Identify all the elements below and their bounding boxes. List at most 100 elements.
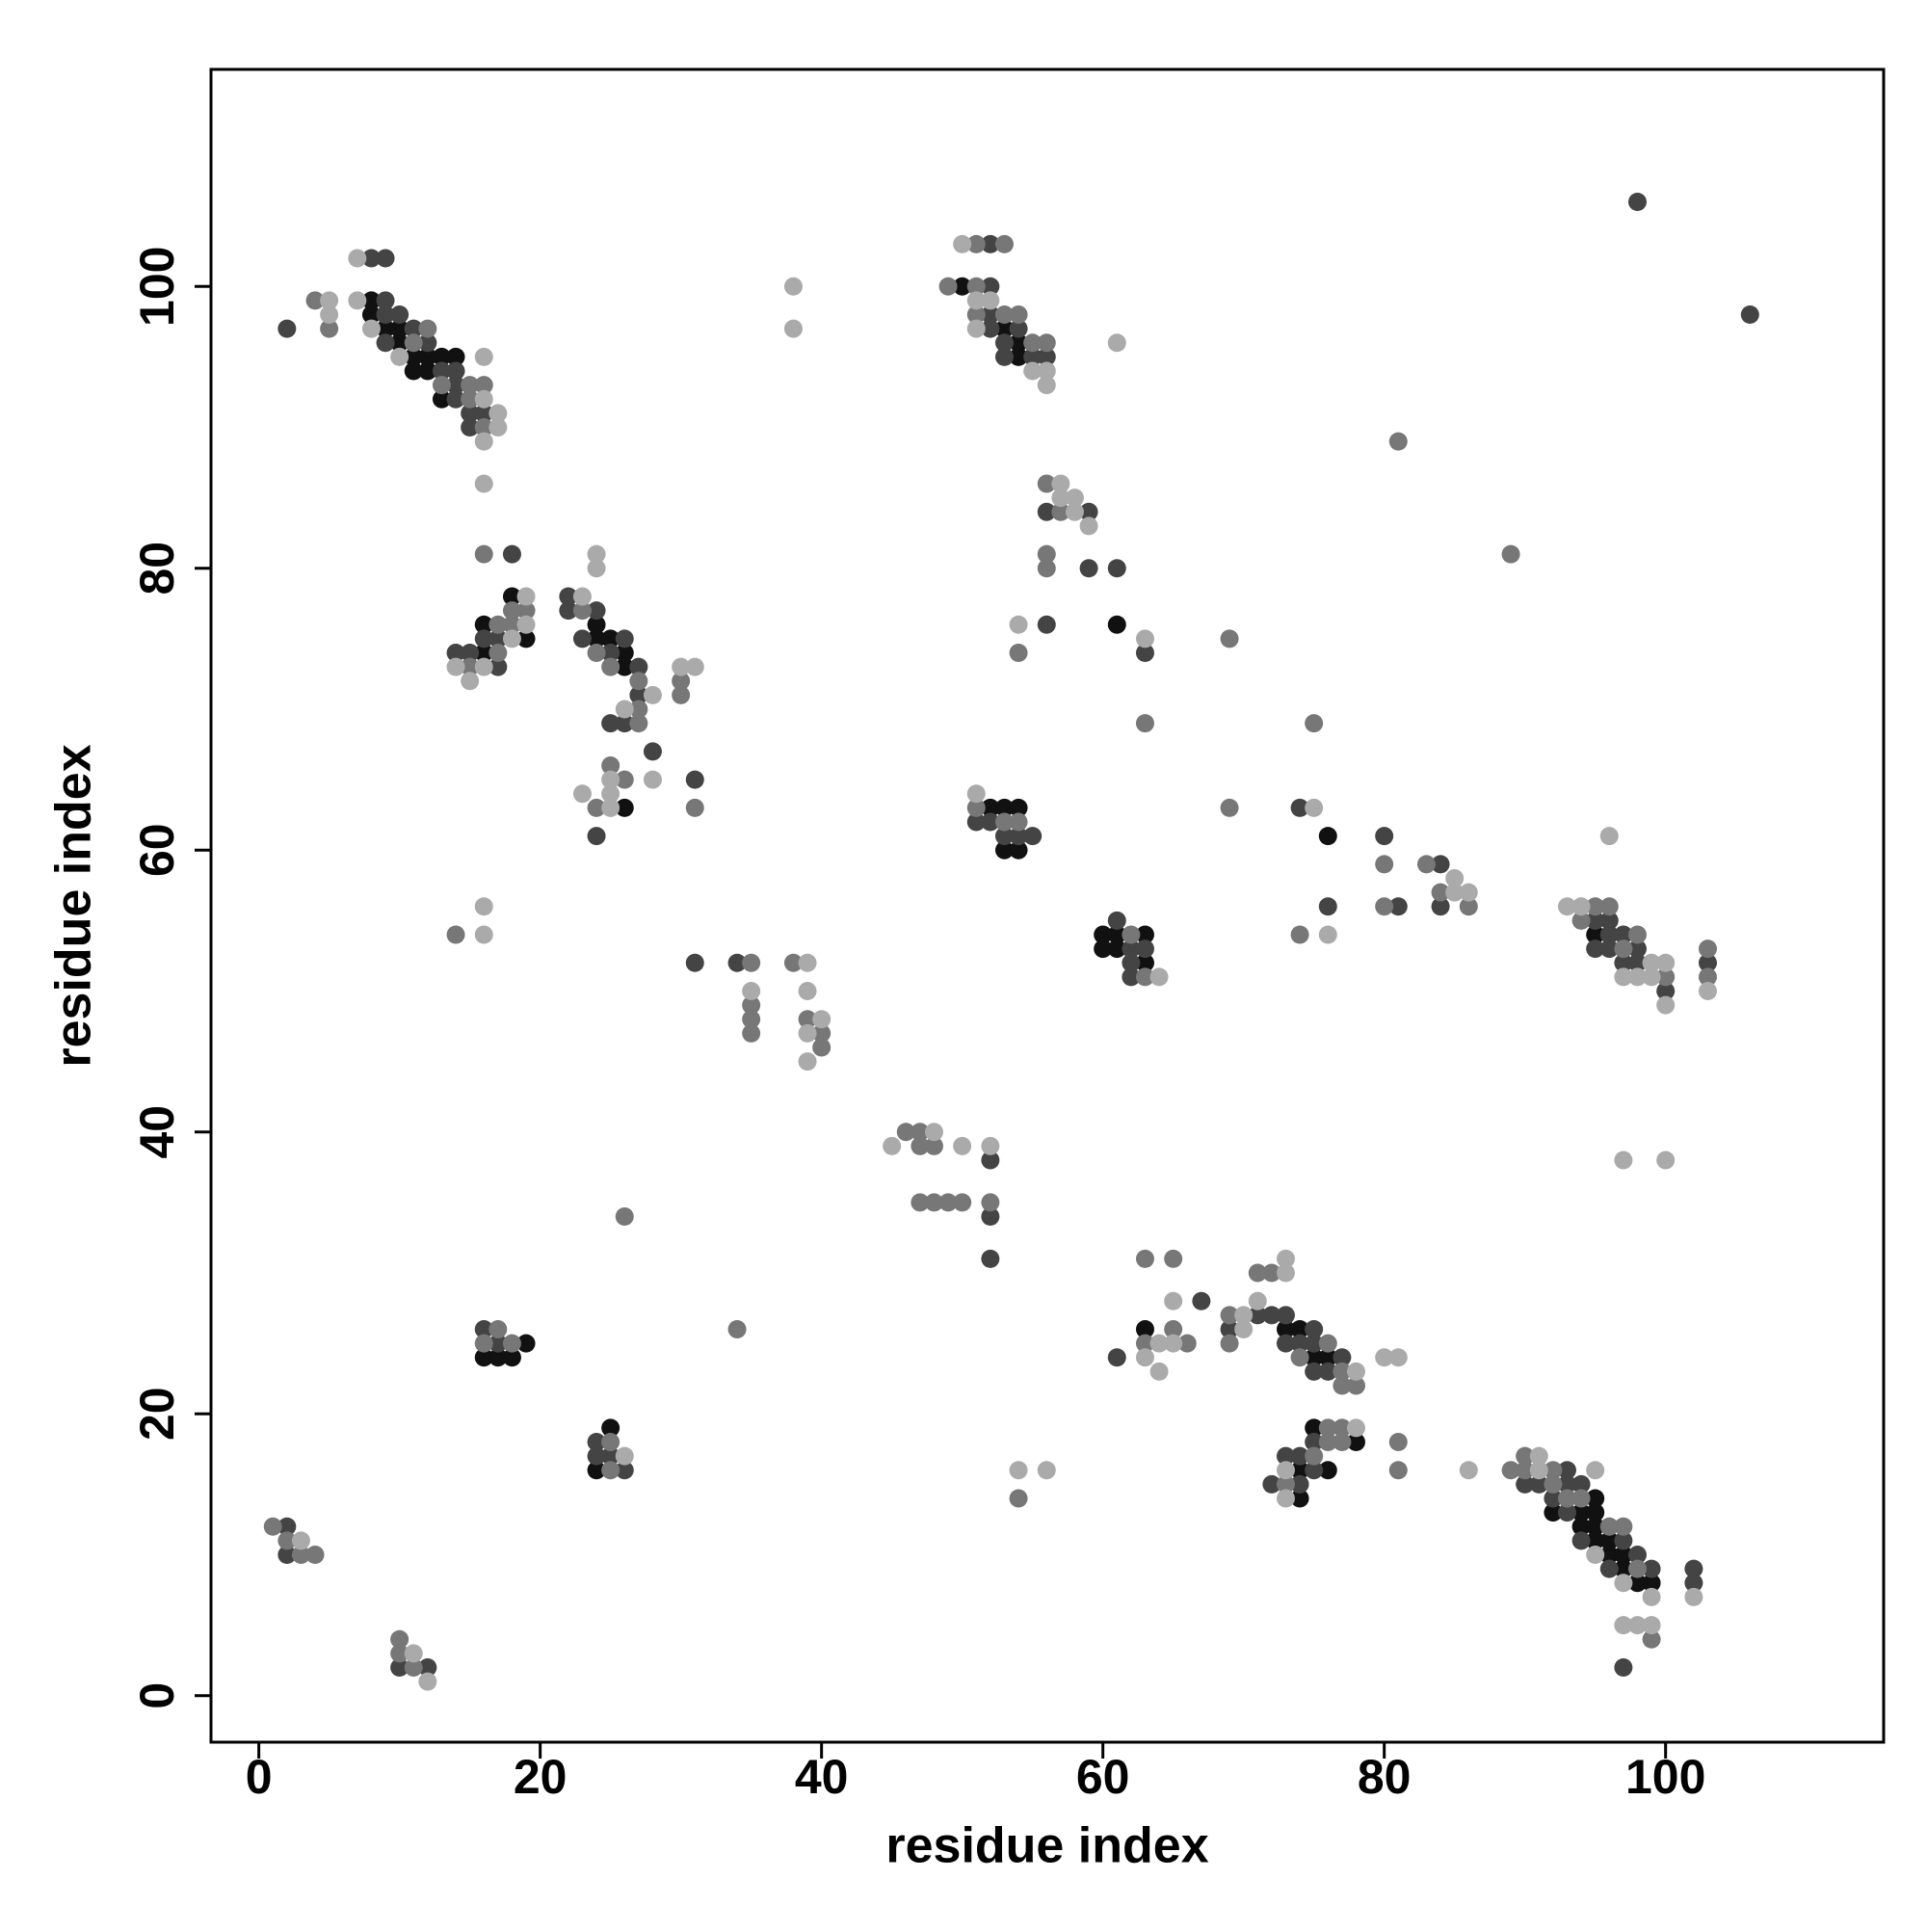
point	[966, 798, 986, 817]
point	[1388, 1461, 1408, 1480]
point	[376, 291, 395, 310]
point	[1599, 1517, 1619, 1536]
point	[1627, 925, 1647, 944]
point	[488, 615, 508, 634]
point	[474, 629, 493, 648]
point	[1290, 1334, 1309, 1353]
point	[559, 601, 578, 621]
point	[601, 1418, 620, 1438]
point	[1009, 1461, 1028, 1480]
point	[1009, 827, 1028, 846]
point	[1037, 361, 1056, 381]
point	[1684, 1574, 1703, 1593]
point	[461, 404, 480, 423]
point	[1149, 1362, 1169, 1381]
point	[432, 361, 451, 381]
point	[1571, 1489, 1591, 1508]
point	[502, 544, 521, 564]
point	[1122, 925, 1141, 944]
point	[1656, 953, 1676, 972]
point	[1164, 1249, 1183, 1268]
point	[601, 755, 620, 775]
point	[685, 798, 704, 817]
point	[1164, 1319, 1183, 1338]
point	[1614, 967, 1633, 987]
point	[727, 953, 747, 972]
point	[1614, 1517, 1633, 1536]
point	[1009, 615, 1028, 634]
point	[615, 700, 634, 719]
point	[1599, 940, 1619, 959]
point	[1656, 967, 1676, 987]
point	[1135, 940, 1154, 959]
point	[1333, 1348, 1352, 1367]
point	[812, 1023, 832, 1043]
point	[559, 587, 578, 606]
point	[1375, 855, 1394, 874]
point	[1009, 1489, 1028, 1508]
point	[1135, 1348, 1154, 1367]
point	[1009, 643, 1028, 662]
point	[1684, 1587, 1703, 1606]
point	[1318, 1362, 1337, 1381]
point	[1599, 911, 1619, 930]
point	[783, 277, 803, 296]
y-tick-label: 40	[130, 1105, 184, 1159]
point	[1333, 1376, 1352, 1395]
point	[1388, 1432, 1408, 1451]
point	[1051, 474, 1070, 493]
point	[418, 333, 437, 353]
point	[516, 601, 536, 621]
point	[643, 685, 662, 704]
point	[1627, 1545, 1647, 1564]
point	[1107, 615, 1126, 634]
point	[1262, 1306, 1281, 1325]
point	[1164, 1334, 1183, 1353]
point	[1290, 798, 1309, 817]
point	[1135, 629, 1154, 648]
point	[1599, 1531, 1619, 1550]
point	[1571, 1531, 1591, 1550]
point	[1627, 953, 1647, 972]
point	[1642, 1574, 1661, 1593]
point	[1122, 953, 1141, 972]
point	[404, 319, 423, 338]
point	[629, 672, 648, 691]
point	[1614, 925, 1633, 944]
point	[1627, 967, 1647, 987]
point	[643, 770, 662, 789]
point	[615, 714, 634, 733]
point	[390, 319, 409, 338]
point	[994, 304, 1014, 324]
point	[1614, 1574, 1633, 1593]
point	[1698, 981, 1717, 1000]
point	[1346, 1432, 1365, 1451]
point	[1642, 953, 1661, 972]
point	[953, 1193, 972, 1212]
point	[798, 1010, 817, 1029]
point	[474, 389, 493, 409]
point	[1627, 940, 1647, 959]
point	[1107, 1348, 1126, 1367]
point	[390, 1657, 409, 1677]
point	[390, 347, 409, 366]
point	[461, 643, 480, 662]
point	[1642, 1587, 1661, 1606]
point	[966, 319, 986, 338]
point	[1305, 1362, 1324, 1381]
point	[798, 1023, 817, 1043]
point	[461, 672, 480, 691]
point	[1079, 516, 1098, 536]
point	[883, 1136, 902, 1155]
point	[1276, 1489, 1295, 1508]
point	[502, 601, 521, 621]
point	[672, 672, 691, 691]
point	[1557, 1474, 1576, 1494]
point	[798, 953, 817, 972]
point	[1642, 1616, 1661, 1635]
point	[361, 304, 381, 324]
point	[1276, 1461, 1295, 1480]
point	[1037, 544, 1056, 564]
point	[488, 417, 508, 437]
